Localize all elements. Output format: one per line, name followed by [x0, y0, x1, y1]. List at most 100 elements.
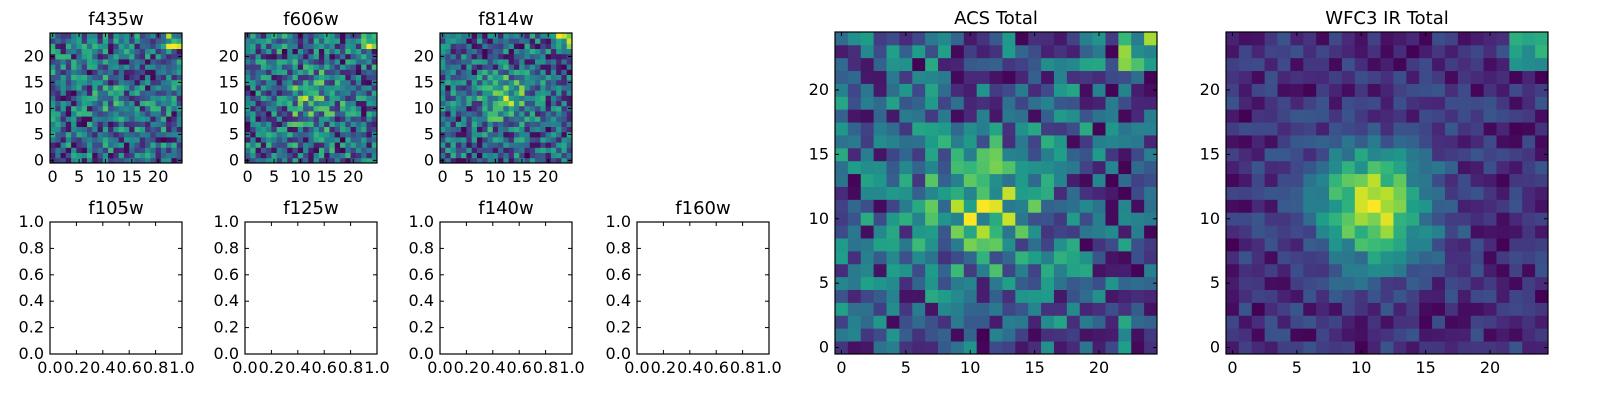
heatmap-cell: [524, 152, 531, 159]
heatmap-cell: [1316, 147, 1330, 162]
heatmap-cell: [292, 43, 299, 49]
y-tick-label: 15: [219, 72, 239, 91]
heatmap-cell: [65, 105, 72, 112]
heatmap-cell: [912, 238, 926, 252]
heatmap-cell: [171, 137, 178, 143]
x-tick-label: 20: [343, 167, 363, 186]
x-tick-label: 20: [148, 167, 168, 186]
heatmap-cell: [1303, 96, 1317, 110]
heatmap-cell: [355, 137, 362, 143]
heatmap-cell: [271, 53, 278, 60]
heatmap-cell: [847, 225, 862, 239]
heatmap-cell: [561, 59, 568, 65]
heatmap-cell: [92, 38, 98, 44]
heatmap-cell: [340, 59, 346, 65]
heatmap-cell: [345, 69, 351, 75]
heatmap-cell: [355, 95, 362, 101]
heatmap-cell: [134, 74, 141, 81]
heatmap-cell: [1277, 96, 1291, 110]
heatmap-cell: [938, 212, 952, 226]
heatmap-cell: [329, 126, 336, 133]
heatmap-cell: [1290, 173, 1304, 187]
heatmap-cell: [1432, 186, 1446, 200]
heatmap-cell: [113, 79, 120, 86]
heatmap-cell: [860, 225, 875, 239]
heatmap-cell: [873, 315, 887, 329]
heatmap-cell: [1380, 135, 1394, 149]
heatmap-cell: [1367, 315, 1381, 329]
heatmap-cell: [847, 199, 862, 213]
heatmap-cell: [1535, 238, 1549, 252]
heatmap-cell: [1483, 276, 1497, 290]
heatmap-cell: [334, 43, 341, 49]
heatmap-cell: [1226, 276, 1240, 290]
heatmap-cell: [171, 126, 178, 133]
heatmap-cell: [524, 116, 531, 122]
heatmap-cell: [134, 79, 141, 86]
heatmap-cell: [835, 122, 849, 136]
heatmap-cell: [350, 43, 357, 49]
heatmap-cell: [950, 135, 965, 149]
heatmap-cell: [1226, 147, 1240, 162]
heatmap-cell: [519, 126, 525, 133]
heatmap-cell: [55, 43, 61, 49]
heatmap-cell: [329, 152, 336, 159]
heatmap-cell: [440, 116, 446, 122]
heatmap-cell: [976, 32, 990, 46]
heatmap-cell: [250, 157, 256, 164]
heatmap-cell: [1118, 225, 1132, 239]
heatmap-cell: [102, 147, 109, 153]
heatmap-cell: [476, 111, 483, 117]
heatmap-cell: [123, 38, 130, 44]
x-tick-label: 20: [538, 167, 558, 186]
heatmap-cell: [524, 131, 531, 138]
heatmap-cell: [366, 53, 373, 60]
heatmap-cell: [350, 121, 357, 127]
heatmap-cell: [519, 121, 525, 127]
heatmap-cell: [540, 69, 546, 75]
heatmap-cell: [1105, 147, 1119, 162]
heatmap-cell: [118, 100, 125, 107]
heatmap-cell: [1509, 328, 1523, 342]
heatmap-cell: [97, 111, 104, 117]
heatmap-cell: [92, 147, 98, 153]
heatmap-cell: [1105, 276, 1119, 290]
heatmap-cell: [292, 111, 299, 117]
heatmap-cell: [281, 157, 288, 164]
heatmap-cell: [271, 79, 278, 86]
heatmap-cell: [276, 90, 283, 96]
heatmap-cell: [313, 147, 320, 153]
heatmap-cell: [886, 160, 900, 175]
heatmap-cell: [129, 85, 135, 91]
heatmap-cell: [266, 95, 272, 101]
heatmap-cell: [297, 95, 304, 101]
heatmap-cell: [340, 43, 346, 49]
heatmap-cell: [303, 74, 309, 81]
heatmap-cell: [873, 289, 887, 303]
heatmap-cell: [963, 57, 978, 72]
heatmap-cell: [487, 152, 494, 159]
heatmap-cell: [324, 59, 330, 65]
heatmap-cell: [334, 79, 341, 86]
heatmap-cell: [492, 100, 499, 107]
heatmap-cell: [860, 341, 875, 355]
heatmap-cell: [519, 116, 525, 122]
heatmap-cell: [503, 100, 510, 107]
heatmap-cell: [60, 116, 67, 122]
x-tick-label: 0: [836, 358, 846, 377]
heatmap-cell: [450, 53, 457, 60]
heatmap-cell: [561, 69, 568, 75]
heatmap-cell: [250, 38, 256, 44]
heatmap-cell: [250, 85, 256, 91]
heatmap-cell: [355, 48, 362, 55]
heatmap-cell: [1457, 328, 1472, 342]
heatmap-cell: [303, 105, 309, 112]
heatmap-cell: [1419, 44, 1433, 59]
heatmap-cell: [1066, 250, 1081, 265]
heatmap-cell: [550, 64, 557, 70]
heatmap-cell: [166, 100, 172, 107]
heatmap-cell: [455, 152, 462, 159]
heatmap-cell: [340, 157, 346, 164]
heatmap-cell: [482, 33, 488, 39]
heatmap-cell: [318, 33, 325, 39]
